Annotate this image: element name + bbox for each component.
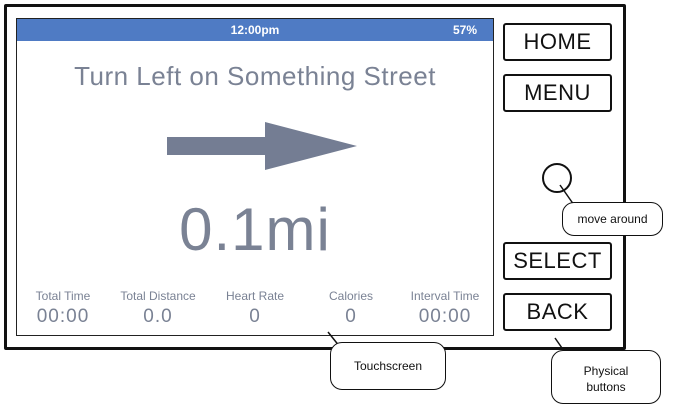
stat-label: Interval Time [410, 289, 480, 303]
touchscreen[interactable]: 12:00pm 57% Turn Left on Something Stree… [16, 18, 494, 336]
select-button[interactable]: SELECT [503, 242, 612, 280]
right-arrow-icon [167, 122, 357, 170]
stat-label: Heart Rate [225, 289, 285, 303]
distance-remaining: 0.1mi [179, 196, 331, 263]
stat-value: 00:00 [418, 306, 472, 327]
clock: 12:00pm [230, 23, 280, 37]
device-frame [4, 4, 626, 350]
stat-value: 0 [345, 306, 357, 327]
stat-heart-rate: Heart Rate 0 [205, 289, 305, 328]
stat-label: Total Time [35, 289, 91, 303]
knob-callout: move around [562, 202, 663, 236]
navigation-knob[interactable] [542, 163, 572, 193]
physical-buttons-callout: Physical buttons [551, 350, 661, 404]
battery-level: 57% [452, 23, 477, 37]
stat-total-time: Total Time 00:00 [17, 289, 113, 328]
stat-value: 0.0 [143, 306, 173, 327]
stat-label: Total Distance [120, 289, 196, 303]
touchscreen-callout: Touchscreen [330, 342, 446, 390]
home-button[interactable]: HOME [503, 23, 612, 61]
stat-value: 00:00 [36, 306, 90, 327]
callout-pointer [559, 184, 575, 206]
stat-interval-time: Interval Time 00:00 [395, 289, 493, 328]
stat-total-distance: Total Distance 0.0 [108, 289, 208, 328]
status-bar: 12:00pm 57% [17, 19, 493, 41]
turn-instruction: Turn Left on Something Street [74, 61, 436, 91]
stat-label: Calories [328, 289, 373, 303]
menu-button[interactable]: MENU [503, 74, 612, 112]
stat-calories: Calories 0 [301, 289, 401, 328]
stat-value: 0 [249, 306, 261, 327]
back-button[interactable]: BACK [503, 293, 612, 331]
